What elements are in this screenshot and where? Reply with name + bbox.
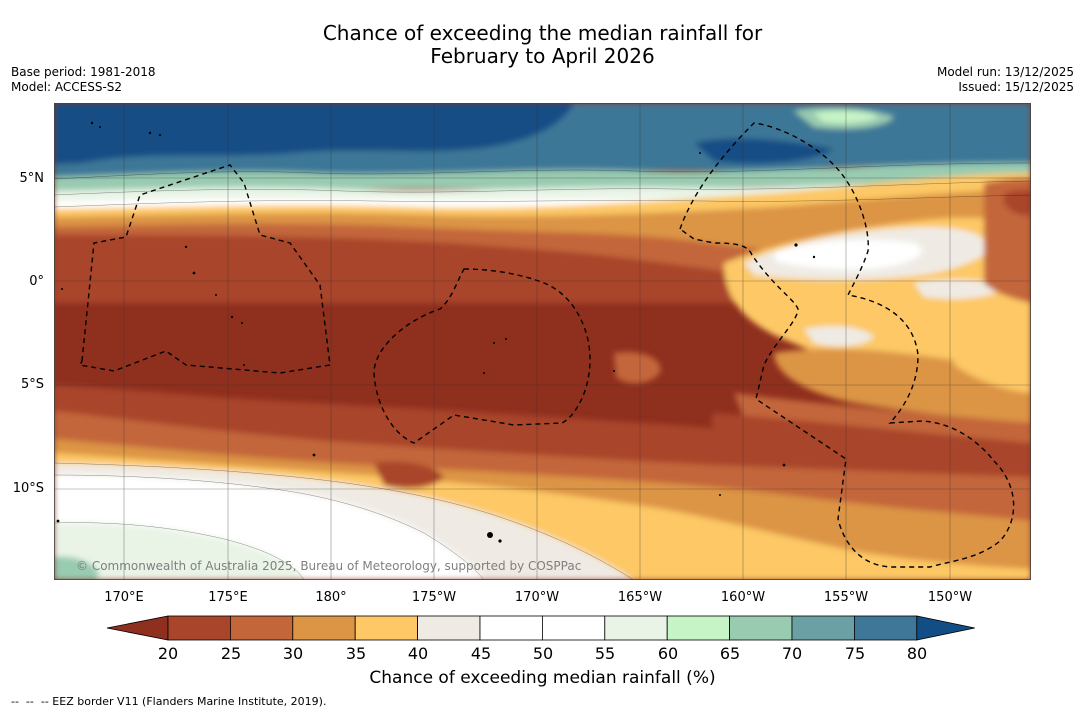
lon-label-150w: 150°W <box>927 590 973 605</box>
colorbar-tick-60: 60 <box>657 644 679 663</box>
map-frame <box>54 103 1031 580</box>
colorbar-tick-20: 20 <box>157 644 179 663</box>
north-transition-green <box>54 163 1031 195</box>
lon-label-170e: 170°E <box>104 590 144 605</box>
lat-label-5n: 5°N <box>19 171 45 186</box>
north-very-wet-east <box>694 138 834 164</box>
lat-label-5s: 5°S <box>20 377 44 392</box>
colorbar-segment <box>604 615 668 641</box>
lat-label-0: 0° <box>29 274 44 289</box>
colorbar-segment <box>292 615 356 641</box>
eq-near-normal-south <box>804 326 874 347</box>
meta-right: Model run: 13/12/2025 Issued: 15/12/2025 <box>937 65 1074 95</box>
eez-line-islands <box>679 122 1015 568</box>
eez-footer-note: -- -- -- EEZ border V11 (Flanders Marine… <box>11 695 327 708</box>
colorbar-label: Chance of exceeding median rainfall (%) <box>369 668 716 688</box>
east-wall-brick <box>1004 189 1031 216</box>
title-line-1: Chance of exceeding the median rainfall … <box>322 21 763 45</box>
eez-phoenix <box>373 268 591 444</box>
issued-text: Issued: 15/12/2025 <box>958 80 1074 94</box>
model-text: Model: ACCESS-S2 <box>11 80 123 94</box>
eez-tuvalu <box>78 164 331 374</box>
lon-label-175w: 175°W <box>411 590 457 605</box>
eq-yellow-east-south <box>954 335 1031 393</box>
colorbar-arrow-high <box>916 615 975 641</box>
south-green-corner <box>54 556 99 580</box>
colorbar-segment <box>791 615 855 641</box>
north-very-wet-band <box>54 103 574 165</box>
rainfall-map-svg <box>54 103 1031 580</box>
colorbar-tick-80: 80 <box>906 644 928 663</box>
rainfall-map <box>54 103 1031 580</box>
colorbar <box>106 615 975 641</box>
south-orange-blob <box>614 352 661 384</box>
probability-fields <box>54 103 1031 580</box>
lat-label-10s: 10°S <box>12 481 44 496</box>
colorbar-tick-25: 25 <box>220 644 242 663</box>
colorbar-segment <box>729 615 793 641</box>
copyright-credit: © Commonwealth of Australia 2025, Bureau… <box>76 559 582 573</box>
eq-near-normal-small <box>914 279 1004 299</box>
colorbar-tick-30: 30 <box>282 644 304 663</box>
lon-label-175e: 175°E <box>208 590 248 605</box>
islands <box>56 121 816 543</box>
map-gridlines <box>54 103 1031 580</box>
colorbar-tick-45: 45 <box>470 644 492 663</box>
map-title: Chance of exceeding the median rainfall … <box>0 22 1085 68</box>
colorbar-segment <box>167 615 231 641</box>
colorbar-tick-65: 65 <box>719 644 741 663</box>
base-period-text: Base period: 1981-2018 <box>11 65 156 79</box>
south-brick-blob <box>374 461 444 489</box>
colorbar-arrow-low <box>106 615 169 641</box>
colorbar-tick-75: 75 <box>844 644 866 663</box>
colorbar-segment <box>541 615 606 641</box>
colorbar-tick-40: 40 <box>407 644 429 663</box>
colorbar-segment <box>479 615 543 641</box>
colorbar-segment <box>230 615 294 641</box>
model-run-text: Model run: 13/12/2025 <box>936 65 1074 79</box>
lon-label-160w: 160°W <box>720 590 766 605</box>
lon-label-180: 180° <box>315 590 347 605</box>
title-line-2: February to April 2026 <box>430 44 655 68</box>
colorbar-tick-70: 70 <box>781 644 803 663</box>
eq-white-patch <box>774 239 922 270</box>
meta-left: Base period: 1981-2018 Model: ACCESS-S2 <box>11 65 156 95</box>
colorbar-segment <box>854 615 918 641</box>
north-light-green-patch <box>814 110 879 124</box>
lon-label-155w: 155°W <box>823 590 869 605</box>
colorbar-segment <box>417 615 481 641</box>
south-pale-green <box>54 522 304 580</box>
eq-orange-southeast <box>734 393 1031 443</box>
north-brick-band <box>54 235 794 303</box>
eez-borders <box>78 122 1015 568</box>
colorbar-tick-55: 55 <box>594 644 616 663</box>
lon-label-170w: 170°W <box>514 590 560 605</box>
lon-label-165w: 165°W <box>617 590 663 605</box>
colorbar-segment <box>666 615 731 641</box>
colorbar-tick-50: 50 <box>532 644 554 663</box>
colorbar-segment <box>354 615 418 641</box>
colorbar-tick-35: 35 <box>345 644 367 663</box>
